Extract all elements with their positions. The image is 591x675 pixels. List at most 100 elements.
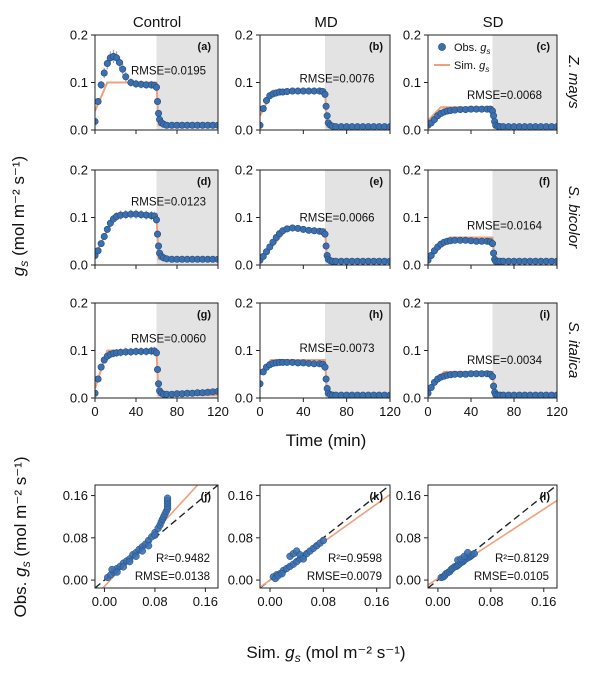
x-tick-label: 80 — [170, 404, 184, 419]
y-tick-label: 0.00 — [63, 573, 88, 588]
y-tick-label: 0.2 — [235, 296, 253, 311]
y-tick-label: 0.0 — [235, 123, 253, 138]
x-tick-label: 80 — [339, 404, 353, 419]
obs-point — [97, 81, 105, 89]
plot-area — [428, 236, 557, 265]
scatter-point — [126, 557, 134, 566]
rmse-label: RMSE=0.0073 — [299, 343, 374, 355]
x-tick-label: 80 — [507, 404, 521, 419]
row-label-0: Z. mays — [565, 54, 582, 109]
obs-point — [266, 243, 274, 251]
r2-label: R²=0.9598 — [328, 553, 382, 565]
scatter-point — [151, 531, 159, 539]
column-titles: Control MD SD — [133, 14, 504, 31]
obs-point — [153, 83, 161, 91]
obs-point — [323, 112, 331, 120]
y-tick-label: 0.2 — [403, 28, 421, 43]
obs-point — [490, 249, 498, 257]
panel-letter: (a) — [198, 41, 212, 53]
rmse-label: RMSE=0.0123 — [131, 197, 206, 209]
panel-l: 0.00 0.08 0.16 0.00 0.08 0.16 (l) R²=0.8129 RMSE… — [396, 484, 558, 609]
dark-period-shade — [492, 170, 557, 265]
obs-point — [103, 59, 111, 67]
y-tick-label: 0.0 — [403, 258, 421, 273]
obs-point — [488, 373, 496, 381]
y-tick-label: 0.0 — [70, 258, 88, 273]
plot-area — [260, 224, 390, 265]
panel-f: 0.0 0.1 0.2 (f) RMSE=0.0164 — [403, 163, 558, 273]
obs-point — [95, 375, 102, 383]
plot-area — [428, 485, 557, 588]
x-tick-label: 0.16 — [531, 594, 556, 609]
legend-obs-marker — [438, 43, 446, 51]
axis-titles: gs (mol m⁻² s⁻¹) Time (min) Obs. gs (mol m… — [9, 156, 406, 665]
rmse-label: RMSE=0.0138 — [135, 571, 210, 583]
plot-area — [260, 485, 390, 588]
y-tick-label: 0.00 — [396, 573, 421, 588]
dark-period-shade — [492, 303, 557, 398]
plot-area — [428, 105, 557, 130]
plot-area — [95, 209, 218, 263]
obs-point — [322, 102, 330, 110]
rmse-label: RMSE=0.0060 — [131, 334, 206, 346]
plot-area — [95, 346, 218, 398]
panel-letter: (c) — [537, 41, 551, 53]
panel-letter: (b) — [369, 41, 383, 53]
row-label-1: S. bicolor — [565, 186, 582, 250]
obs-point — [490, 112, 498, 120]
y-tick-label: 0.1 — [70, 343, 88, 358]
y-tick-label: 0.0 — [235, 258, 253, 273]
obs-point — [155, 109, 163, 117]
panel-frame — [427, 484, 558, 589]
y-tick-label: 0.00 — [228, 573, 253, 588]
x-tick-label: 120 — [207, 404, 229, 419]
x-tick-label: 120 — [546, 404, 568, 419]
obs-point — [154, 98, 162, 106]
x-tick-label: 0.08 — [311, 594, 336, 609]
obs-point — [214, 255, 218, 263]
obs-point — [321, 90, 329, 98]
y-tick-label: 0.1 — [235, 343, 253, 358]
y-tick-label: 0.2 — [70, 28, 88, 43]
plot-area — [95, 485, 218, 588]
row-labels: Z. mays S. bicolor S. italica — [565, 54, 582, 378]
obs-point — [262, 97, 270, 105]
scatter-point — [278, 570, 286, 578]
scatter-point — [464, 548, 472, 557]
top-x-axis-title: Time (min) — [286, 431, 367, 450]
column-title-md: MD — [314, 14, 337, 31]
plot-area — [428, 370, 557, 398]
y-tick-label: 0.1 — [235, 75, 253, 90]
y-tick-label: 0.16 — [228, 488, 253, 503]
x-tick-label: 0.08 — [142, 594, 167, 609]
y-tick-label: 0.2 — [403, 296, 421, 311]
panel-letter: (g) — [197, 309, 211, 321]
obs-point — [153, 349, 161, 357]
panel-k: 0.00 0.08 0.16 0.00 0.08 0.16 (k) R²=0.9598 RMSE… — [228, 484, 391, 609]
y-tick-label: 0.1 — [70, 210, 88, 225]
obs-point — [214, 387, 218, 395]
scatter-point — [119, 563, 128, 571]
obs-point — [153, 216, 161, 224]
dark-period-shade — [156, 303, 218, 398]
obs-point — [103, 225, 111, 233]
obs-point — [262, 248, 270, 256]
obs-point — [97, 240, 105, 248]
plot-area — [95, 49, 218, 129]
y-tick-label: 0.1 — [235, 210, 253, 225]
plot-area — [260, 87, 390, 130]
obs-point — [260, 380, 264, 388]
y-tick-label: 0.1 — [403, 343, 421, 358]
dark-period-shade — [156, 35, 218, 130]
dark-period-shade — [325, 170, 390, 265]
r2-label: R²=0.9482 — [156, 553, 210, 565]
row-label-2: S. italica — [565, 322, 582, 379]
panel-letter: (i) — [540, 309, 551, 321]
scatter-point — [144, 542, 153, 550]
obs-point — [322, 242, 330, 250]
x-tick-label: 0.08 — [478, 594, 503, 609]
scatter-point — [138, 547, 146, 555]
x-tick-label: 0 — [91, 404, 98, 419]
obs-point — [428, 389, 432, 397]
bottom-x-axis-title: Sim. gs (mol m⁻² s⁻¹) — [246, 643, 405, 665]
